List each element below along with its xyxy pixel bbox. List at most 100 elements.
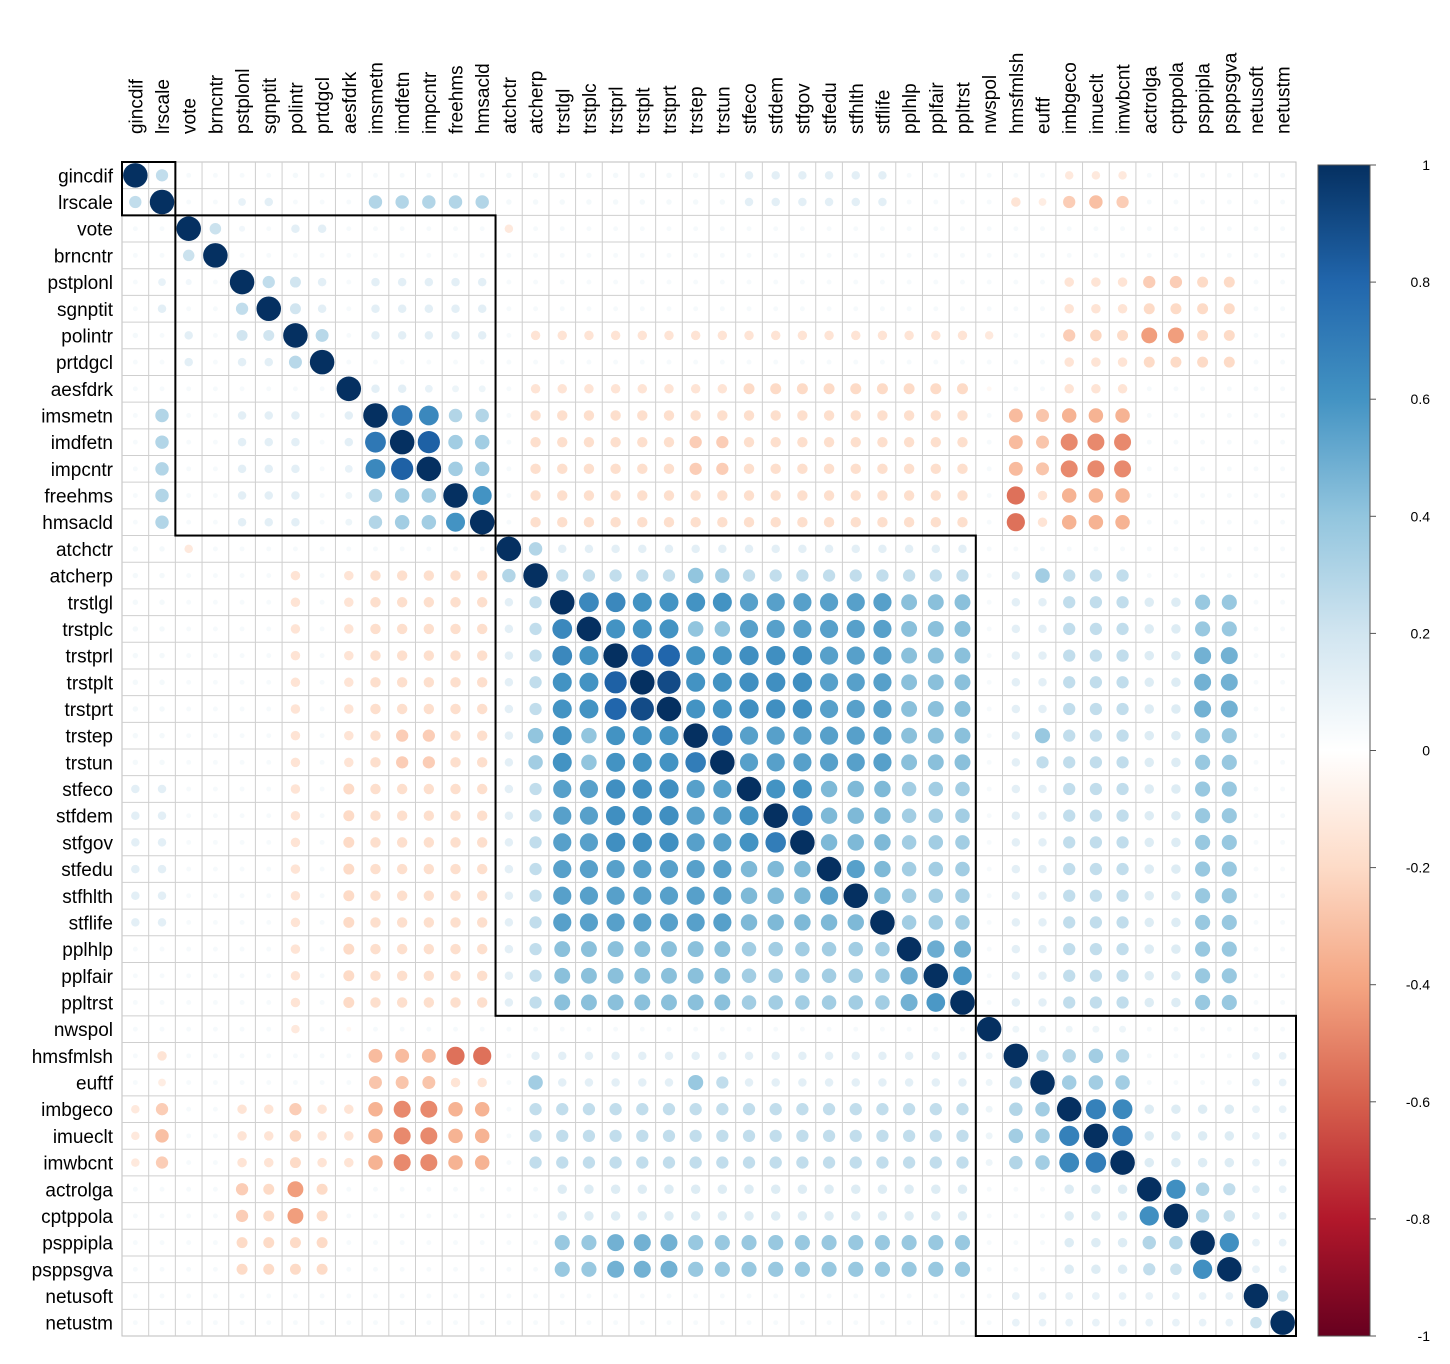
corr-circle-psppipla-sgnptit [263,1237,275,1249]
corr-circle-pplhlp-stfdem [768,941,783,957]
corr-circle-hmsfmlsh-pplfair [931,1051,941,1061]
corr-circle-imdfetn-trstep [689,436,702,449]
corr-circle-lrscale-stfeco [744,197,754,207]
corr-circle-actrolga-stfedu [824,1184,834,1194]
corr-circle-gincdif-stfgov [798,171,807,180]
corr-circle-pplhlp-trstlgl [554,941,571,958]
corr-circle-imwbcnt-netustm [1278,1158,1287,1167]
corr-circle-trstplt-actrolga [1144,677,1154,688]
corr-circle-freehms-brncntr [212,493,218,498]
corr-circle-trstplt-trstplt [630,670,655,695]
corr-circle-trstprt-freehms [450,703,461,715]
corr-circle-prtdgcl-trstep [693,359,699,365]
corr-circle-psppipla-stfedu [821,1235,837,1251]
corr-circle-trstlgl-netustm [1280,599,1286,605]
corr-circle-stfgov-stfhlth [847,834,864,851]
corr-circle-trstprt-brncntr [212,706,218,712]
corr-circle-freehms-psppipla [1200,493,1206,498]
corr-circle-trstprl-trstep [686,646,706,666]
corr-circle-lrscale-ppltrst [960,199,965,205]
corr-circle-lrscale-impcntr [422,195,436,209]
corr-circle-euftf-actrolga [1146,1080,1152,1085]
corr-circle-nwspol-aesfdrk [346,1026,352,1032]
corr-circle-cptppola-pplhlp [904,1211,914,1221]
corr-circle-lrscale-euftf [1038,198,1047,206]
corr-circle-stfeco-ppltrst [955,781,970,797]
corr-circle-trstplc-prtdgcl [319,626,325,632]
corr-circle-trstep-stfedu [819,726,839,745]
corr-circle-netustm-trstlgl [559,1320,565,1326]
corr-circle-prtdgcl-trstplt [639,359,645,365]
corr-circle-sgnptit-aesfdrk [346,306,352,312]
corr-circle-stfedu-sgnptit [266,866,272,872]
corr-circle-stfeco-stfhlth [847,780,864,798]
corr-circle-pplfair-trstlgl [554,967,571,984]
corr-circle-pstplonl-brncntr [212,279,218,285]
corr-circle-stfgov-euftf [1038,838,1047,847]
corr-circle-trstun-pplfair [927,754,944,771]
corr-circle-stfgov-actrolga [1144,837,1154,848]
corr-circle-impcntr-netusoft [1253,466,1259,472]
corr-circle-trstplc-trstplt [632,619,652,639]
corr-circle-pplhlp-atcherp [529,942,542,956]
corr-circle-freehms-prtdgcl [319,493,325,498]
corr-circle-prtdgcl-brncntr [212,359,218,365]
corr-circle-imbgeco-pstplonl [237,1104,247,1114]
corr-circle-cptppola-imdfetn [399,1213,405,1219]
corr-circle-trstlgl-lrscale [159,599,165,605]
corr-circle-netustm-hmsacld [479,1320,485,1326]
corr-circle-trstep-psppipla [1195,728,1211,744]
corr-circle-freehms-trstlgl [557,490,568,501]
corr-circle-trstlgl-actrolga [1144,597,1154,607]
corr-circle-pplhlp-stfedu [821,941,837,957]
corr-circle-nwspol-polintr [291,1024,300,1034]
corr-circle-pplfair-trstprl [607,967,624,984]
corr-circle-brncntr-brncntr [203,243,228,268]
corr-circle-actrolga-trstplt [637,1184,648,1194]
corr-circle-cptppola-netustm [1278,1212,1287,1220]
corr-circle-stfdem-impcntr [423,810,435,821]
corr-circle-trstprt-trstep [686,699,706,719]
corr-circle-netustm-brncntr [212,1320,218,1326]
corr-circle-trstep-pplfair [927,727,944,744]
corr-circle-pstplonl-atcherp [533,279,539,285]
corr-circle-prtdgcl-gincdif [132,359,138,365]
corr-circle-cptppola-pplfair [931,1211,941,1221]
corr-circle-stflife-trstun [713,913,732,932]
corr-circle-imdfetn-imdfetn [389,429,415,455]
corr-circle-stfeco-imbgeco [1063,782,1076,796]
corr-circle-prtdgcl-pstplonl [237,357,247,367]
corr-circle-brncntr-pstplonl [239,252,245,258]
corr-circle-trstprt-netusoft [1253,706,1259,712]
corr-circle-trstprl-stfedu [819,646,839,665]
corr-circle-trstun-trstprt [659,752,679,772]
corr-circle-stfedu-lrscale [157,864,167,874]
corr-circle-trstplc-sgnptit [266,626,272,632]
corr-circle-aesfdrk-brncntr [212,386,218,392]
corr-circle-hmsacld-stfgov [797,516,808,528]
corr-circle-imbgeco-atchctr [506,1106,512,1112]
corr-circle-prtdgcl-hmsacld [479,359,485,365]
corr-circle-pplhlp-prtdgcl [319,946,325,952]
corr-circle-imbgeco-imdfetn [393,1100,411,1118]
corr-circle-trstlgl-trstprl [605,592,626,613]
corr-circle-trstplt-pplfair [927,674,944,691]
corr-circle-vote-vote [176,216,201,241]
corr-circle-trstplt-impcntr [423,677,435,688]
corr-circle-stfeco-vote [186,786,192,792]
corr-circle-pplfair-psppipla [1195,968,1211,984]
corr-circle-pplfair-imdfetn [396,970,408,982]
corr-circle-imdfetn-trstprt [663,436,675,448]
corr-circle-aesfdrk-trstun [717,384,728,394]
corr-circle-pstplonl-imdfetn [397,277,407,287]
corr-circle-brncntr-hmsacld [479,252,485,258]
corr-circle-netustm-hmsfmlsh [1011,1318,1020,1327]
corr-circle-hmsacld-actrolga [1146,519,1152,525]
corr-circle-impcntr-pplhlp [903,463,915,475]
corr-circle-cptppola-actrolga [1139,1206,1159,1226]
corr-circle-pplfair-imueclt [1089,969,1103,982]
corr-circle-aesfdrk-imwbcnt [1117,384,1128,394]
corr-circle-imueclt-trstep [689,1129,702,1143]
corr-circle-trstlgl-ppltrst [954,594,971,611]
corr-circle-trstprl-trstprl [603,643,628,668]
